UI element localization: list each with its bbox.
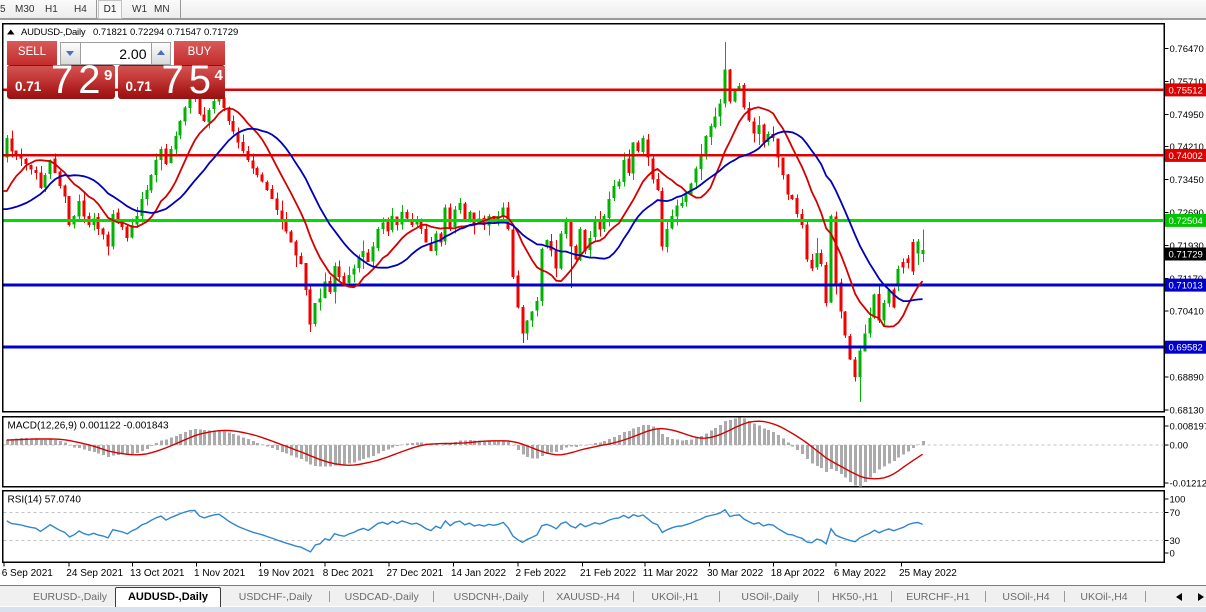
svg-text:0.70410: 0.70410 bbox=[1170, 307, 1204, 318]
svg-text:0.71821 0.72294 0.71547 0.7172: 0.71821 0.72294 0.71547 0.71729 bbox=[93, 27, 238, 38]
svg-text:1 Nov 2021: 1 Nov 2021 bbox=[194, 568, 246, 579]
svg-text:0.69582: 0.69582 bbox=[1169, 343, 1203, 354]
svg-text:6 May 2022: 6 May 2022 bbox=[834, 568, 887, 579]
svg-text:0.74210: 0.74210 bbox=[1170, 142, 1204, 153]
svg-text:0.75512: 0.75512 bbox=[1169, 85, 1203, 96]
svg-text:0.68130: 0.68130 bbox=[1170, 406, 1204, 417]
svg-text:11 Mar 2022: 11 Mar 2022 bbox=[643, 568, 699, 579]
svg-text:25 May 2022: 25 May 2022 bbox=[899, 568, 957, 579]
svg-text:19 Nov 2021: 19 Nov 2021 bbox=[258, 568, 315, 579]
svg-text:0.00: 0.00 bbox=[1170, 440, 1189, 451]
svg-text:MACD(12,26,9) 0.001122 -0.0018: MACD(12,26,9) 0.001122 -0.001843 bbox=[8, 421, 169, 432]
svg-text:21 Feb 2022: 21 Feb 2022 bbox=[580, 568, 637, 579]
svg-text:0: 0 bbox=[1170, 549, 1175, 560]
svg-text:14 Jan 2022: 14 Jan 2022 bbox=[451, 568, 506, 579]
svg-text:6 Sep 2021: 6 Sep 2021 bbox=[2, 568, 54, 579]
svg-text:30: 30 bbox=[1170, 536, 1181, 547]
svg-text:AUDUSD-,Daily: AUDUSD-,Daily bbox=[21, 27, 86, 38]
svg-text:0.72690: 0.72690 bbox=[1170, 208, 1204, 219]
svg-text:0.74950: 0.74950 bbox=[1170, 110, 1204, 121]
svg-text:0.71930: 0.71930 bbox=[1170, 241, 1204, 252]
svg-text:0.008197: 0.008197 bbox=[1170, 422, 1206, 433]
svg-text:30 Mar 2022: 30 Mar 2022 bbox=[707, 568, 764, 579]
svg-text:0.76470: 0.76470 bbox=[1170, 44, 1204, 55]
svg-text:0.74002: 0.74002 bbox=[1169, 151, 1203, 162]
svg-text:70: 70 bbox=[1170, 508, 1181, 519]
svg-text:0.73450: 0.73450 bbox=[1170, 175, 1204, 186]
svg-text:RSI(14) 57.0740: RSI(14) 57.0740 bbox=[8, 495, 82, 506]
svg-text:0.71013: 0.71013 bbox=[1169, 281, 1203, 292]
svg-text:0.71729: 0.71729 bbox=[1169, 250, 1203, 261]
svg-text:27 Dec 2021: 27 Dec 2021 bbox=[387, 568, 444, 579]
svg-text:2 Feb 2022: 2 Feb 2022 bbox=[516, 568, 567, 579]
svg-text:0.72504: 0.72504 bbox=[1169, 216, 1203, 227]
svg-text:24 Sep 2021: 24 Sep 2021 bbox=[66, 568, 123, 579]
svg-text:0.75710: 0.75710 bbox=[1170, 77, 1204, 88]
svg-text:8 Dec 2021: 8 Dec 2021 bbox=[323, 568, 375, 579]
svg-text:0.68890: 0.68890 bbox=[1170, 373, 1204, 384]
svg-text:100: 100 bbox=[1170, 495, 1186, 506]
svg-text:13 Oct 2021: 13 Oct 2021 bbox=[130, 568, 185, 579]
svg-text:-0.01212: -0.01212 bbox=[1170, 479, 1206, 490]
svg-text:18 Apr 2022: 18 Apr 2022 bbox=[771, 568, 825, 579]
